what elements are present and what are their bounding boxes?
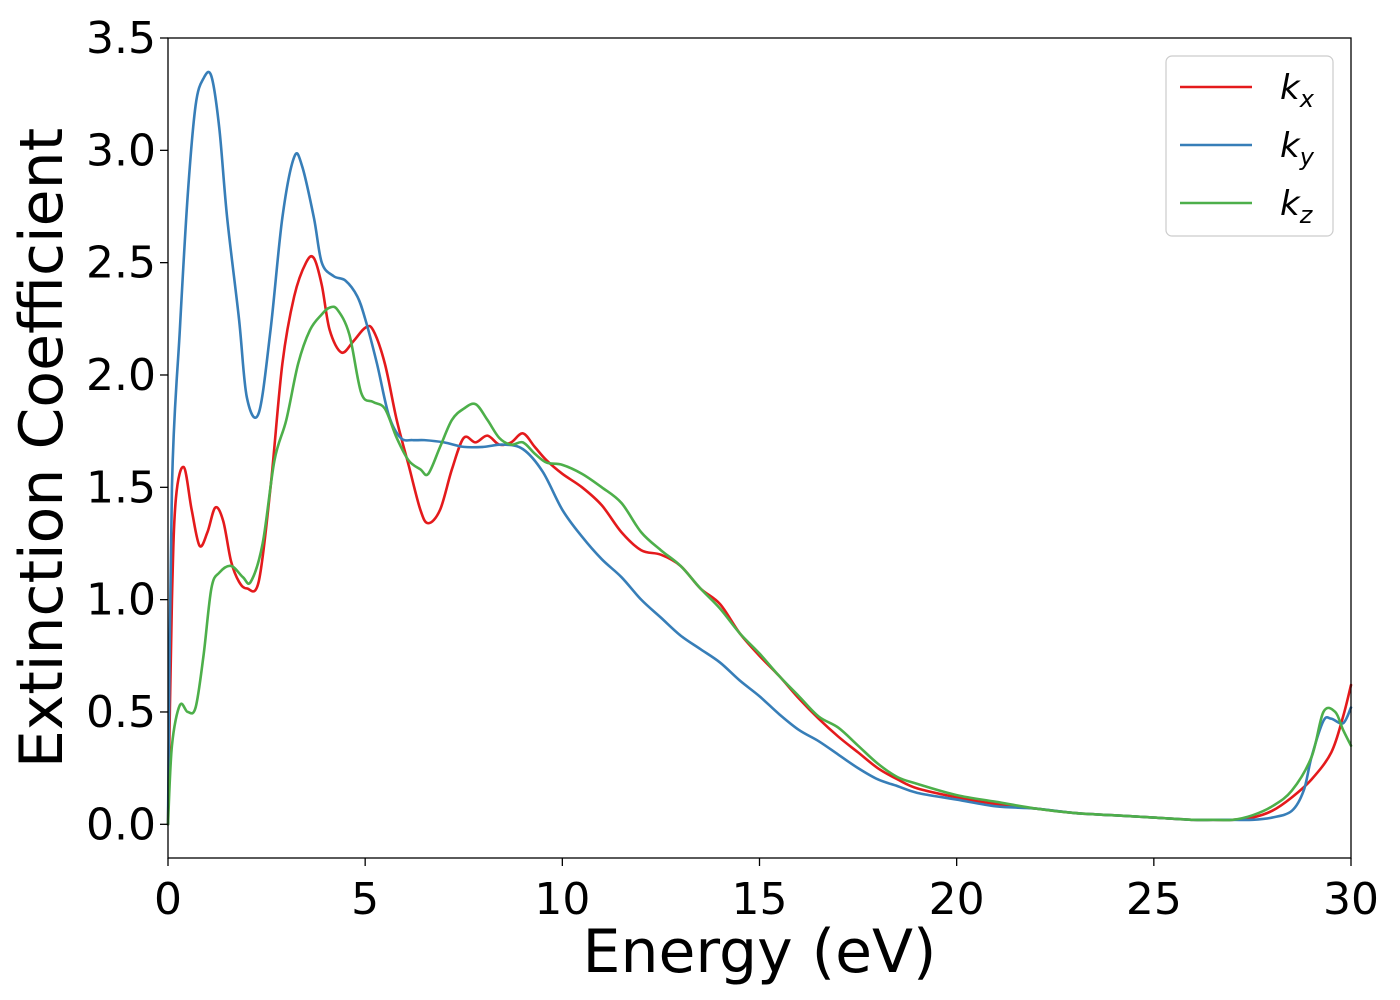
x-tick-label: 25 (1126, 874, 1182, 925)
y-tick-label: 0.5 (86, 687, 156, 738)
series-layer (166, 70, 1353, 826)
x-tick-label: 10 (534, 874, 590, 925)
legend-label-ky: ky (1280, 126, 1315, 171)
y-tick-label: 0.0 (86, 799, 156, 850)
y-tick-label: 3.0 (86, 125, 156, 176)
x-axis-ticks: 0 5 10 15 20 25 30 (154, 858, 1379, 925)
y-tick-label: 2.5 (86, 238, 156, 289)
x-tick-label: 5 (351, 874, 379, 925)
x-tick-label: 15 (732, 874, 788, 925)
x-tick-label: 30 (1323, 874, 1379, 925)
series-line-kz (166, 305, 1353, 826)
y-axis-ticks: 0.0 0.5 1.0 1.5 2.0 2.5 3.0 3.5 (86, 13, 168, 850)
y-tick-label: 3.5 (86, 13, 156, 64)
y-axis-label: Extinction Coefficient (7, 128, 77, 768)
legend-label-kz: kz (1280, 184, 1314, 229)
legend-label-kx: kx (1280, 68, 1315, 113)
y-tick-label: 1.0 (86, 575, 156, 626)
x-tick-label: 20 (929, 874, 985, 925)
y-tick-label: 2.0 (86, 350, 156, 401)
legend: kx ky kz (1165, 55, 1334, 237)
x-axis-label: Energy (eV) (583, 917, 937, 987)
y-tick-label: 1.5 (86, 462, 156, 513)
x-tick-label: 0 (154, 874, 182, 925)
